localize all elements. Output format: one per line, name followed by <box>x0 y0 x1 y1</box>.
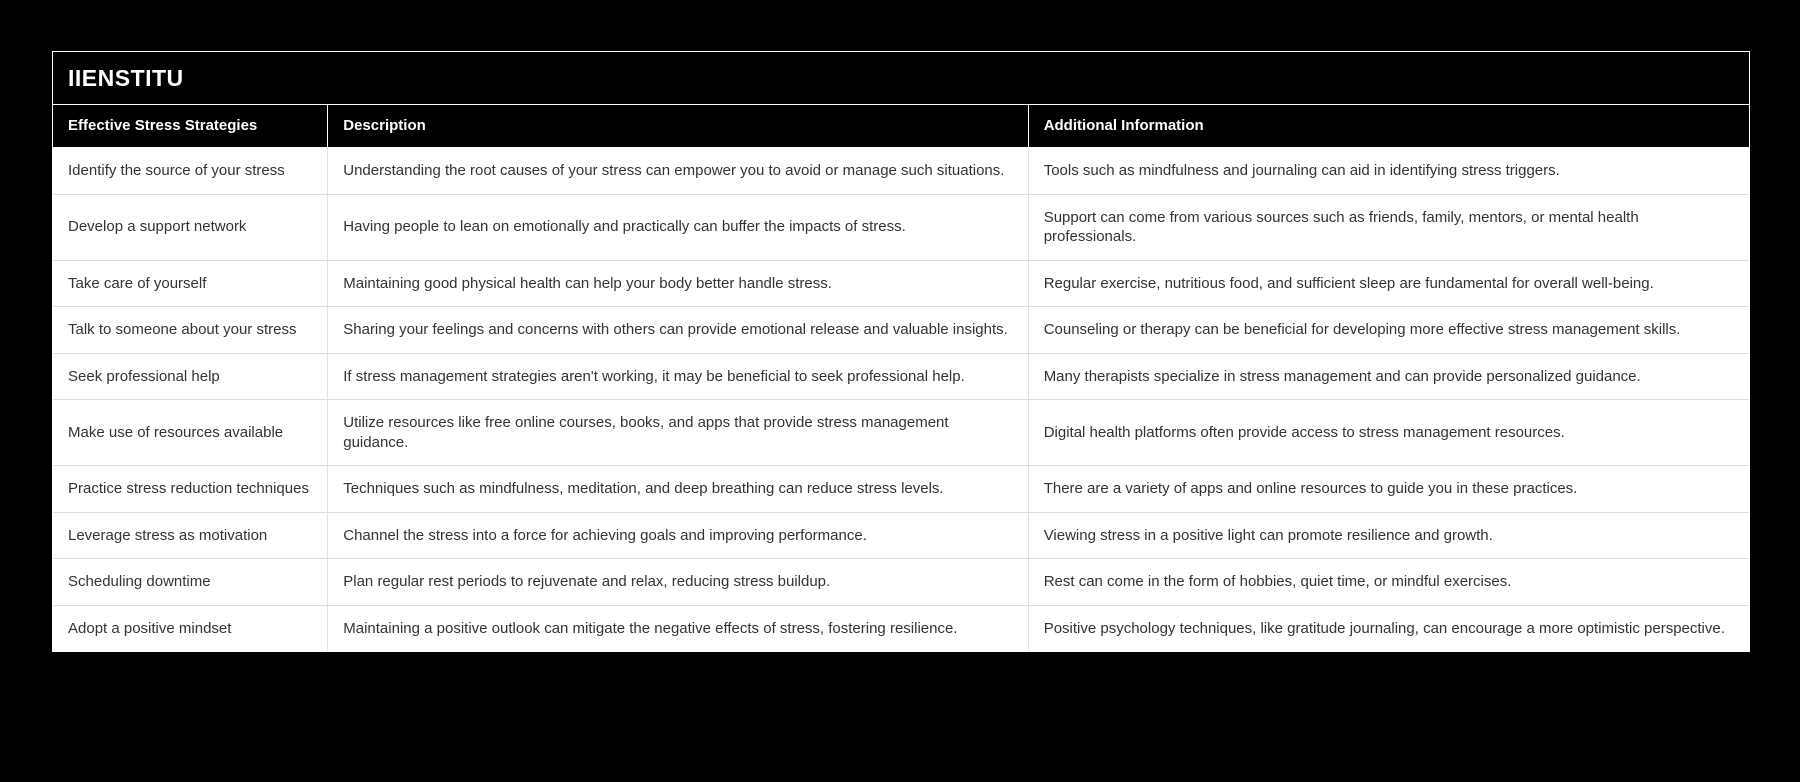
cell-description: Channel the stress into a force for achi… <box>327 511 1029 559</box>
cell-strategy: Practice stress reduction techniques <box>53 465 329 512</box>
column-header-description: Description <box>327 105 1029 148</box>
table-row: Make use of resources available Utilize r… <box>53 399 1749 466</box>
cell-additional-information: Digital health platforms often provide a… <box>1028 399 1749 466</box>
cell-strategy: Make use of resources available <box>53 399 329 466</box>
cell-description: Techniques such as mindfulness, meditati… <box>327 465 1029 512</box>
stress-strategies-card: IIENSTITU Effective Stress Strategies De… <box>52 51 1750 652</box>
table-row: Practice stress reduction techniques Tech… <box>53 465 1749 512</box>
cell-strategy: Take care of yourself <box>53 259 329 307</box>
table-row: Identify the source of your stress Unders… <box>53 147 1749 194</box>
table-row: Develop a support network Having people t… <box>53 193 1749 260</box>
brand-header: IIENSTITU <box>53 52 1749 105</box>
table-row: Adopt a positive mindset Maintaining a po… <box>53 604 1749 651</box>
table-header-row: Effective Stress Strategies Description … <box>53 105 1749 148</box>
cell-description: If stress management strategies aren't w… <box>327 352 1029 400</box>
cell-strategy: Talk to someone about your stress <box>53 306 329 353</box>
cell-description: Sharing your feelings and concerns with … <box>327 306 1029 353</box>
cell-additional-information: Rest can come in the form of hobbies, qu… <box>1028 558 1749 605</box>
table-row: Leverage stress as motivation Channel the… <box>53 511 1749 559</box>
cell-description: Maintaining a positive outlook can mitig… <box>327 604 1029 651</box>
table-row: Take care of yourself Maintaining good ph… <box>53 259 1749 307</box>
cell-additional-information: Many therapists specialize in stress man… <box>1028 352 1749 400</box>
cell-additional-information: Counseling or therapy can be beneficial … <box>1028 306 1749 353</box>
table-row: Talk to someone about your stress Sharing… <box>53 306 1749 353</box>
column-header-strategies: Effective Stress Strategies <box>53 105 329 148</box>
cell-description: Having people to lean on emotionally and… <box>327 193 1029 260</box>
table-body: Identify the source of your stress Unders… <box>53 147 1749 651</box>
cell-strategy: Scheduling downtime <box>53 558 329 605</box>
cell-strategy: Seek professional help <box>53 352 329 400</box>
cell-additional-information: Viewing stress in a positive light can p… <box>1028 511 1749 559</box>
cell-strategy: Adopt a positive mindset <box>53 604 329 651</box>
cell-strategy: Leverage stress as motivation <box>53 511 329 559</box>
cell-strategy: Develop a support network <box>53 193 329 260</box>
cell-description: Maintaining good physical health can hel… <box>327 259 1029 307</box>
cell-description: Utilize resources like free online cours… <box>327 399 1029 466</box>
cell-additional-information: Positive psychology techniques, like gra… <box>1028 604 1749 651</box>
cell-additional-information: Support can come from various sources su… <box>1028 193 1749 260</box>
cell-additional-information: There are a variety of apps and online r… <box>1028 465 1749 512</box>
table-row: Scheduling downtime Plan regular rest per… <box>53 558 1749 605</box>
cell-additional-information: Regular exercise, nutritious food, and s… <box>1028 259 1749 307</box>
stress-strategies-table: Effective Stress Strategies Description … <box>53 105 1749 651</box>
table-row: Seek professional help If stress manageme… <box>53 352 1749 400</box>
cell-description: Understanding the root causes of your st… <box>327 147 1029 194</box>
column-header-additional-information: Additional Information <box>1028 105 1749 148</box>
cell-description: Plan regular rest periods to rejuvenate … <box>327 558 1029 605</box>
cell-strategy: Identify the source of your stress <box>53 147 329 194</box>
cell-additional-information: Tools such as mindfulness and journaling… <box>1028 147 1749 194</box>
